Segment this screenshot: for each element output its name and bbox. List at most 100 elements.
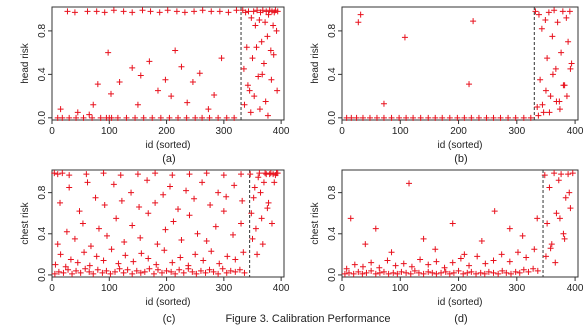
- x-tick-label: 400: [567, 283, 584, 294]
- data-point: [232, 256, 239, 263]
- data-point: [67, 256, 74, 263]
- data-point: [74, 259, 81, 266]
- data-point: [185, 262, 192, 269]
- data-point: [164, 7, 171, 14]
- data-point: [89, 114, 96, 121]
- data-point: [542, 87, 549, 94]
- data-point: [359, 270, 366, 277]
- data-point: [118, 197, 125, 204]
- data-point: [372, 270, 379, 277]
- plot-frame: [51, 6, 285, 121]
- data-point: [262, 170, 269, 177]
- data-point: [149, 114, 156, 121]
- data-point: [52, 261, 59, 268]
- data-point: [76, 208, 83, 215]
- data-point: [507, 270, 514, 277]
- data-point: [129, 9, 136, 16]
- data-point: [482, 260, 489, 267]
- data-point: [207, 201, 214, 208]
- data-point: [129, 222, 136, 229]
- data-point: [265, 199, 272, 206]
- data-point: [167, 183, 174, 190]
- data-point: [454, 114, 461, 121]
- data-point: [122, 252, 129, 259]
- data-point: [196, 70, 203, 77]
- data-point: [208, 248, 215, 255]
- data-point: [363, 269, 370, 276]
- data-point: [438, 269, 445, 276]
- data-point: [170, 218, 177, 225]
- data-point: [341, 270, 348, 277]
- data-point: [219, 265, 226, 272]
- data-point: [249, 55, 256, 62]
- data-point: [558, 171, 565, 178]
- data-point: [385, 270, 392, 277]
- data-point: [199, 179, 206, 186]
- data-point: [527, 114, 534, 121]
- data-point: [130, 258, 137, 265]
- data-point: [556, 106, 563, 113]
- data-point: [112, 268, 119, 275]
- data-point: [216, 260, 223, 267]
- data-point: [347, 215, 354, 222]
- data-point: [54, 171, 61, 178]
- data-point: [251, 93, 258, 100]
- data-point: [154, 266, 161, 273]
- data-point: [429, 269, 436, 276]
- data-point: [103, 232, 110, 239]
- data-point: [475, 114, 482, 121]
- data-point: [542, 253, 549, 260]
- data-point: [388, 114, 395, 121]
- data-point: [537, 76, 544, 83]
- data-point: [138, 250, 145, 257]
- data-point: [177, 254, 184, 261]
- data-point: [136, 204, 143, 211]
- data-point: [534, 215, 541, 222]
- x-axis-label: id (sorted): [145, 140, 190, 151]
- data-point: [264, 205, 271, 212]
- data-point: [384, 257, 391, 264]
- data-point: [534, 103, 541, 110]
- data-point: [553, 210, 560, 217]
- data-points: [51, 170, 281, 277]
- data-point: [231, 182, 238, 189]
- data-point: [223, 269, 230, 276]
- data-point: [244, 82, 251, 89]
- data-point: [441, 264, 448, 271]
- data-point: [376, 269, 383, 276]
- data-point: [353, 114, 360, 121]
- data-point: [255, 174, 262, 181]
- data-point: [252, 225, 259, 232]
- data-point: [100, 170, 107, 177]
- data-point: [105, 49, 112, 56]
- data-points: [341, 170, 576, 277]
- data-point: [345, 269, 352, 276]
- data-point: [262, 19, 269, 26]
- data-point: [160, 191, 167, 198]
- data-point: [113, 215, 120, 222]
- data-point: [262, 98, 269, 105]
- data-point: [166, 114, 173, 121]
- data-point: [257, 189, 264, 196]
- data-point: [558, 49, 565, 56]
- data-point: [231, 114, 238, 121]
- data-point: [139, 7, 146, 14]
- data-point: [57, 106, 64, 113]
- data-point: [271, 179, 278, 186]
- data-point: [525, 268, 532, 275]
- data-point: [205, 106, 212, 113]
- data-point: [115, 260, 122, 267]
- data-point: [461, 114, 468, 121]
- data-point: [66, 184, 73, 191]
- data-point: [86, 262, 93, 269]
- data-point: [368, 267, 375, 274]
- data-point: [140, 114, 147, 121]
- data-point: [530, 265, 537, 272]
- data-point: [470, 18, 477, 25]
- data-point: [549, 33, 556, 40]
- data-point: [241, 101, 248, 108]
- data-point: [51, 170, 58, 177]
- data-point: [169, 259, 176, 266]
- data-point: [403, 269, 410, 276]
- data-point: [146, 58, 153, 65]
